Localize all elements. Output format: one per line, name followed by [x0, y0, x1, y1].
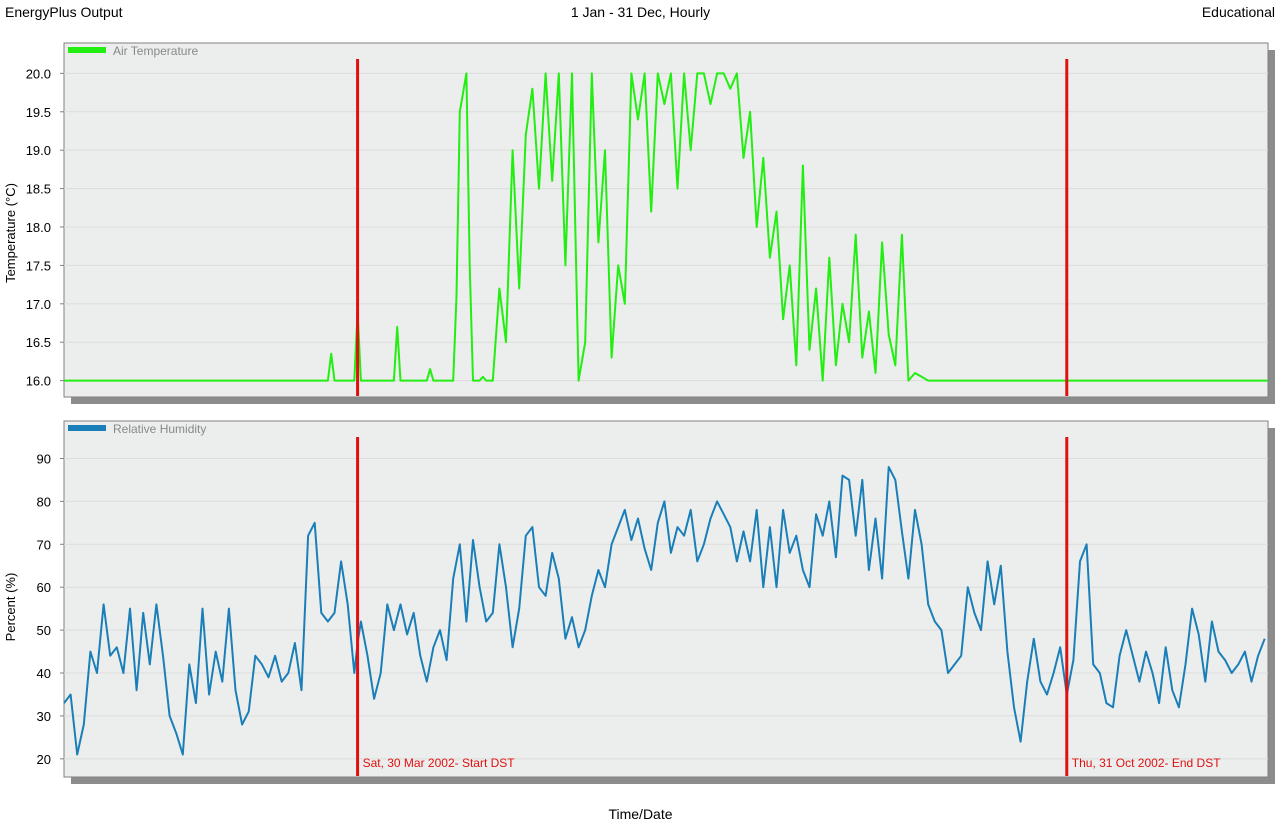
- legend-swatch: [68, 47, 106, 53]
- temperature-panel: 16.0 16.5 17.0 17.5 18.0 18.5 19.0 19.5 20.0 Temp…: [3, 42, 1275, 404]
- app-title: EnergyPlus Output: [5, 4, 123, 20]
- y-tick-label: 50: [37, 623, 51, 638]
- y-tick-label: 19.5: [26, 105, 51, 120]
- license-label: Educational: [1201, 4, 1275, 20]
- date-range-subtitle: 1 Jan - 31 Dec, Hourly: [570, 4, 711, 20]
- legend-label: Air Temperature: [113, 44, 198, 58]
- y-tick-label: 20.0: [26, 66, 51, 81]
- y-axis-label: Temperature (°C): [3, 183, 18, 283]
- y-tick-label: 40: [37, 666, 51, 681]
- y-tick-label: 30: [37, 709, 51, 724]
- y-tick-label: 80: [37, 494, 51, 509]
- y-tick-label: 60: [37, 580, 51, 595]
- y-tick-label: 17.0: [26, 297, 51, 312]
- x-axis-label: Time/Date: [608, 806, 673, 822]
- legend-swatch: [68, 425, 106, 431]
- y-tick-label: 70: [37, 537, 51, 552]
- y-tick-label: 17.5: [26, 258, 51, 273]
- plot-area: [63, 420, 1269, 778]
- dst-annotation: Thu, 31 Oct 2002- End DST: [1072, 756, 1221, 770]
- legend-label: Relative Humidity: [113, 422, 206, 436]
- series-line-air-temperature: [64, 72, 1268, 382]
- y-tick-label: 18.5: [26, 182, 51, 197]
- dst-annotation: Sat, 30 Mar 2002- Start DST: [363, 756, 516, 770]
- y-tick-label: 16.5: [26, 335, 51, 350]
- y-tick-label: 16.0: [26, 374, 51, 389]
- humidity-panel: 20 30 40 50 60 70 80 90 Percent (%) Relative Humi…: [3, 420, 1275, 784]
- y-tick-label: 19.0: [26, 143, 51, 158]
- y-axis-label: Percent (%): [3, 573, 18, 642]
- y-tick-label: 20: [37, 752, 51, 767]
- series-line-relative-humidity: [63, 466, 1266, 756]
- y-tick-label: 90: [37, 451, 51, 466]
- y-tick-label: 18.0: [26, 220, 51, 235]
